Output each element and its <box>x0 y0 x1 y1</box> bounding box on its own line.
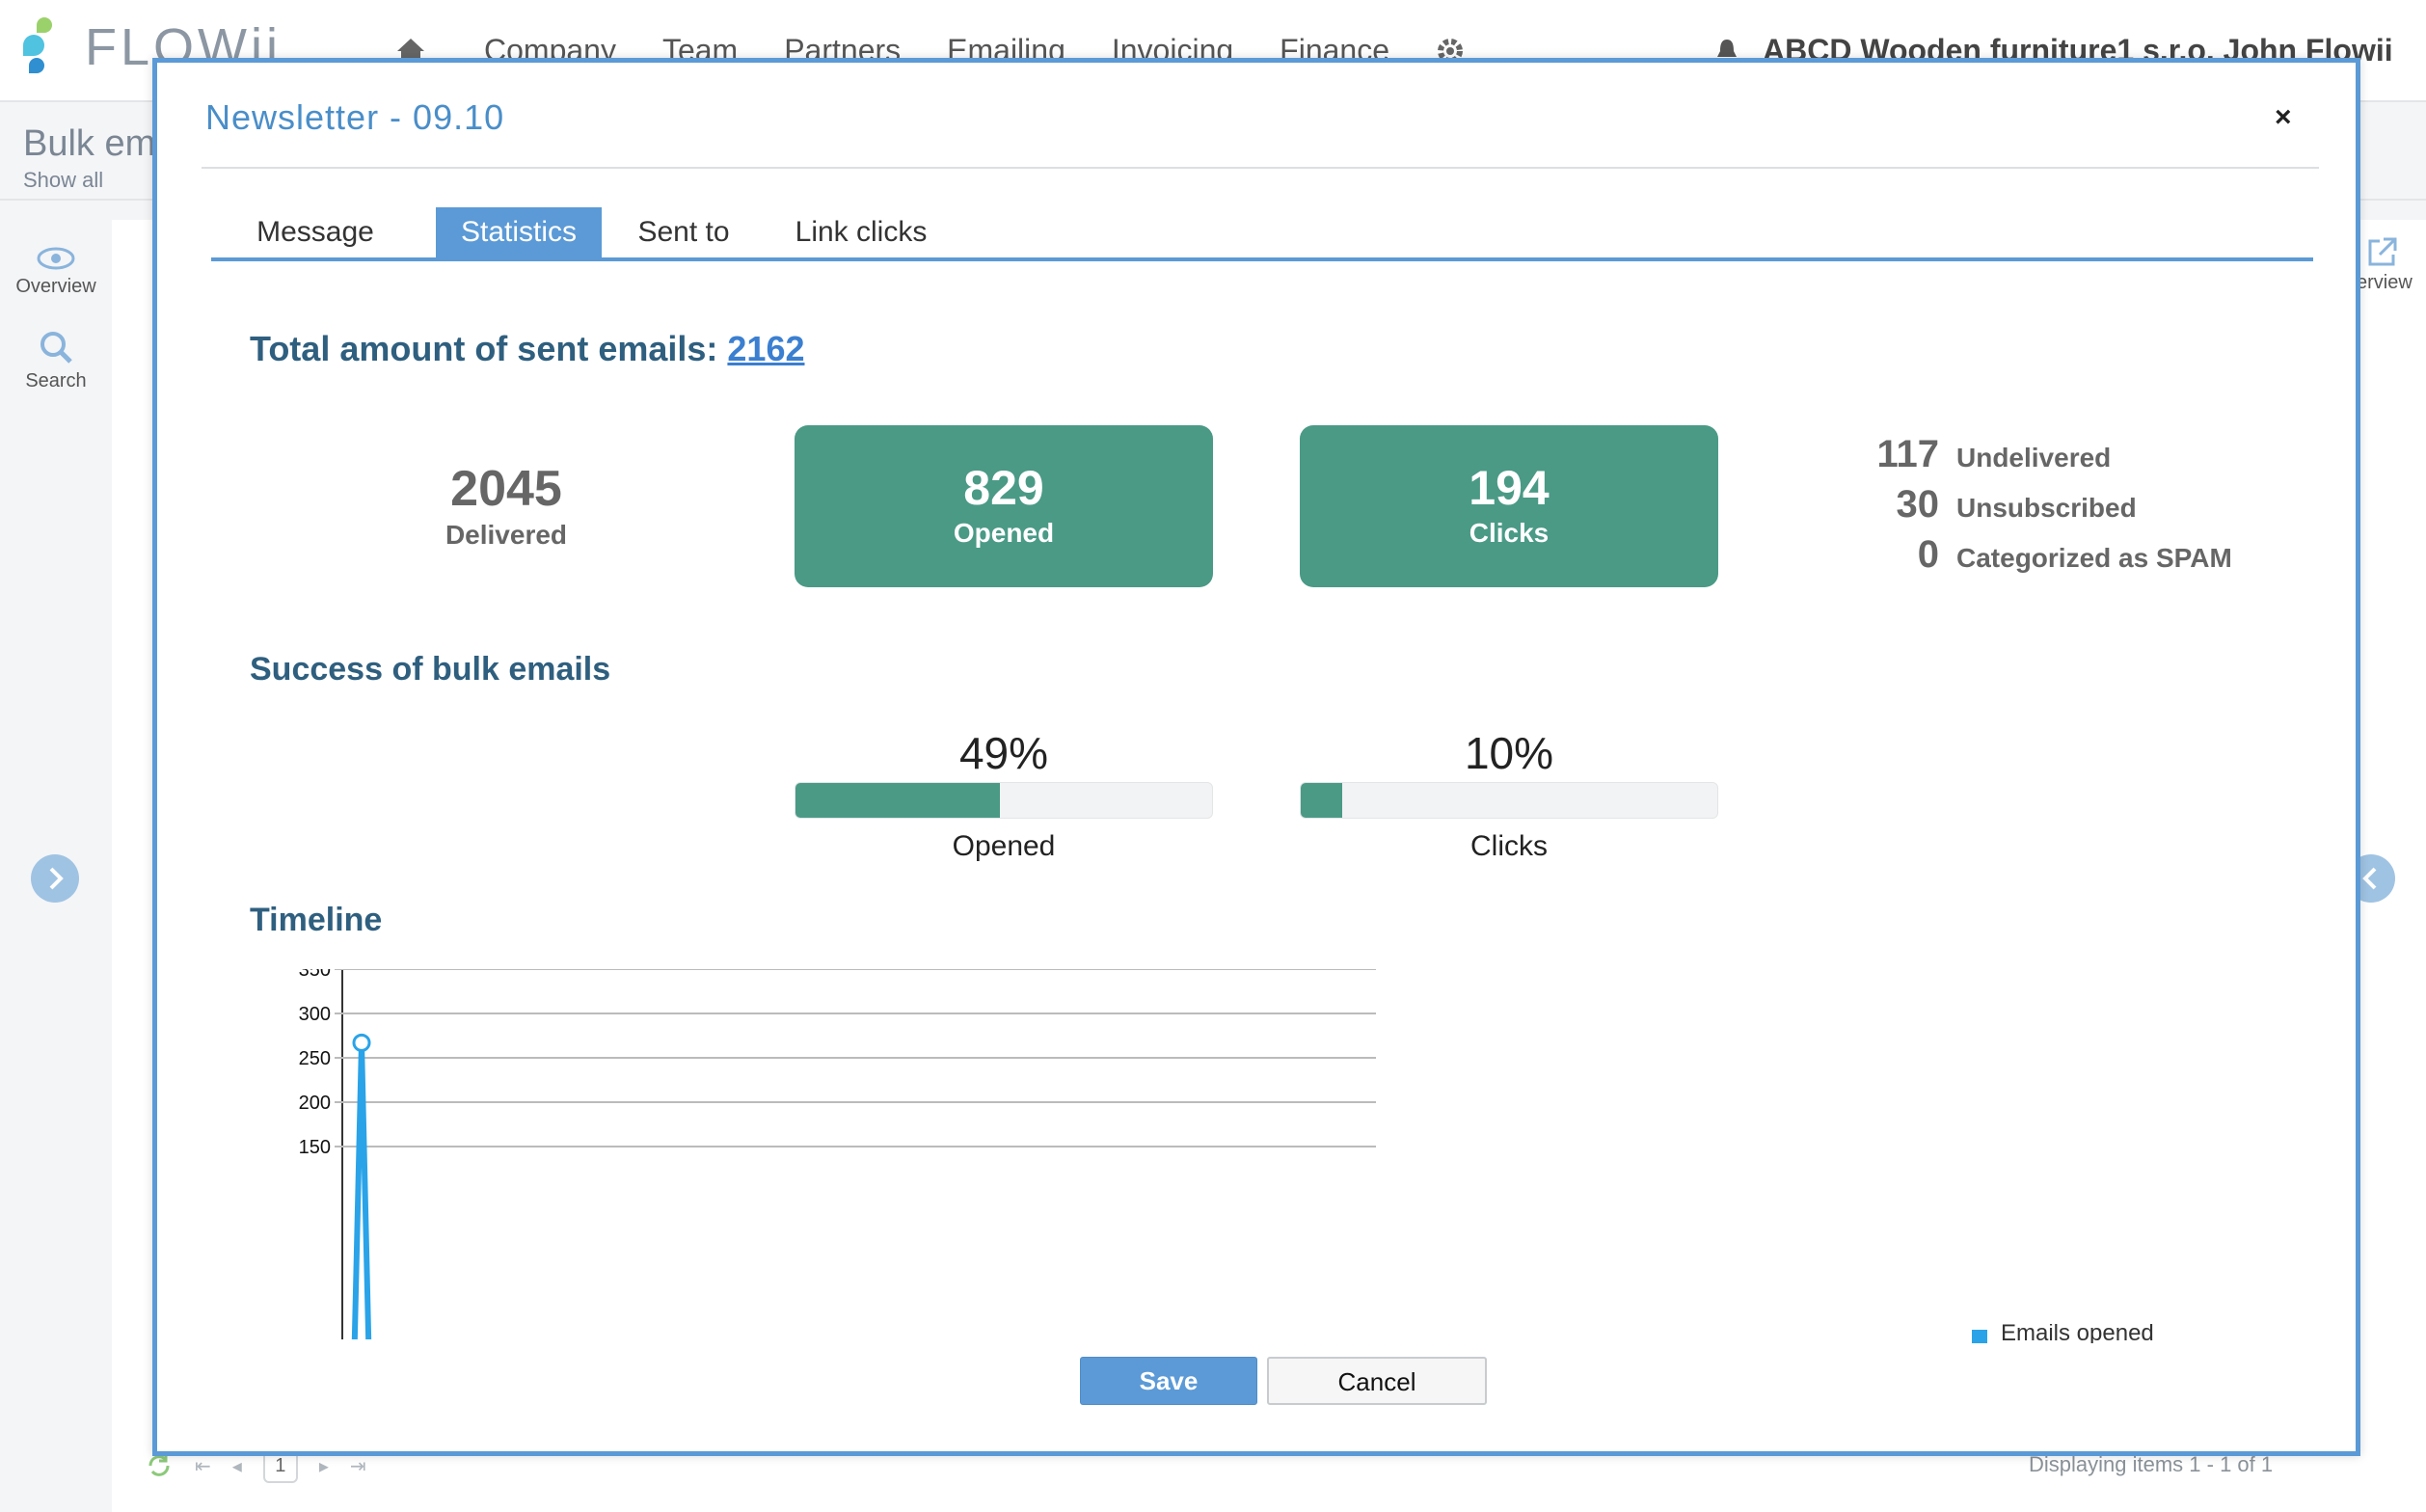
y-tick-label: 300 <box>299 1004 331 1025</box>
stat-opened-card[interactable]: 829 Opened <box>795 425 1213 587</box>
rail-search[interactable]: Search <box>0 330 112 392</box>
home-icon[interactable] <box>395 37 426 66</box>
progress-clicks: 10% Clicks <box>1300 724 1718 863</box>
page-title: Bulk em <box>23 123 156 164</box>
rail-overview[interactable]: Overview <box>0 247 112 298</box>
progress-opened-label: Opened <box>952 830 1056 862</box>
legend-swatch <box>1972 1330 1987 1343</box>
stat-clicks-card[interactable]: 194 Clicks <box>1300 425 1718 587</box>
total-sent-link[interactable]: 2162 <box>727 329 805 368</box>
side-stat-value: 0 <box>1917 533 1939 576</box>
side-stat-unsubscribed: 30 Unsubscribed <box>1835 483 2232 533</box>
data-point <box>352 1033 371 1052</box>
modal-title: Newsletter - 09.10 <box>205 97 505 137</box>
legend-label: Emails opened <box>2001 1324 2154 1343</box>
expand-left-button[interactable] <box>31 854 79 903</box>
y-tick-label: 250 <box>299 1048 331 1069</box>
stat-opened-label: Opened <box>953 518 1055 548</box>
progress-opened-fill <box>795 783 1000 818</box>
progress-opened: 49% Opened <box>795 724 1213 863</box>
modal-tabs: Message Statistics Sent to Link clicks <box>211 207 2313 261</box>
total-sent-label: Total amount of sent emails: <box>250 329 718 368</box>
pager: ⇤ ◂ 1 ▸ ⇥ <box>145 1448 366 1483</box>
progress-clicks-pct: 10% <box>1464 728 1554 778</box>
refresh-icon[interactable] <box>145 1451 174 1480</box>
external-link-icon <box>2368 237 2397 266</box>
total-sent: Total amount of sent emails: 2162 <box>250 329 805 369</box>
stat-delivered-value: 2045 <box>450 461 562 517</box>
modal-buttons: Save Cancel <box>157 1357 2356 1409</box>
y-tick-label: 350 <box>299 969 331 981</box>
rail-search-label: Search <box>25 370 87 392</box>
y-tick-label: 200 <box>299 1093 331 1114</box>
success-title: Success of bulk emails <box>250 651 611 688</box>
tab-message[interactable]: Message <box>256 216 374 248</box>
first-page-icon[interactable]: ⇤ <box>195 1455 211 1477</box>
side-stat-label: Categorized as SPAM <box>1956 543 2232 573</box>
left-rail: Overview Search <box>0 202 112 1512</box>
rail-overview-label: Overview <box>15 276 96 297</box>
side-stat-spam: 0 Categorized as SPAM <box>1835 533 2232 583</box>
bell-icon[interactable] <box>1716 38 1738 65</box>
displaying-items: Displaying items 1 - 1 of 1 <box>2029 1452 2274 1476</box>
chevron-right-icon <box>49 867 64 890</box>
tab-statistics[interactable]: Statistics <box>436 207 602 257</box>
y-tick-label: 150 <box>299 1137 331 1158</box>
show-all-link[interactable]: Show all <box>23 168 104 192</box>
tab-link-clicks[interactable]: Link clicks <box>795 216 928 248</box>
chart-legend[interactable]: Emails opened <box>1972 1324 2154 1343</box>
right-overview-label: erview <box>2357 272 2413 293</box>
progress-clicks-track <box>1300 782 1718 819</box>
stat-delivered: 2045 Delivered <box>297 458 715 551</box>
prev-page-icon[interactable]: ◂ <box>231 1455 242 1477</box>
progress-clicks-label: Clicks <box>1470 830 1548 862</box>
last-page-icon[interactable]: ⇥ <box>349 1455 366 1477</box>
side-stats: 117 Undelivered 30 Unsubscribed 0 Catego… <box>1835 433 2232 583</box>
side-stat-value: 30 <box>1896 483 1940 526</box>
stat-delivered-label: Delivered <box>445 520 568 550</box>
logo-mark-icon <box>23 17 67 77</box>
chevron-left-icon <box>2362 867 2377 890</box>
save-button[interactable]: Save <box>1080 1357 1257 1405</box>
side-stat-undelivered: 117 Undelivered <box>1835 433 2232 483</box>
next-page-icon[interactable]: ▸ <box>318 1455 329 1477</box>
side-stat-label: Undelivered <box>1956 443 2112 472</box>
timeline-chart: 150 200 250 300 350 <box>299 969 1376 1339</box>
search-icon <box>40 332 72 364</box>
side-stat-value: 117 <box>1876 433 1939 475</box>
stat-clicks-label: Clicks <box>1469 518 1550 548</box>
right-overview-link[interactable]: erview <box>2357 235 2413 294</box>
eye-icon <box>37 247 75 270</box>
cancel-button[interactable]: Cancel <box>1267 1357 1487 1405</box>
close-icon[interactable]: × <box>2275 101 2292 133</box>
tab-sent-to[interactable]: Sent to <box>637 216 730 248</box>
stat-opened-value: 829 <box>963 461 1044 515</box>
timeline-title: Timeline <box>250 902 383 938</box>
side-stat-label: Unsubscribed <box>1956 493 2137 523</box>
gear-icon[interactable] <box>1436 37 1465 66</box>
newsletter-modal: Newsletter - 09.10 × Message Statistics … <box>152 58 2360 1456</box>
series-line-emails-opened <box>351 1042 372 1339</box>
modal-divider <box>202 167 2319 169</box>
stat-clicks-value: 194 <box>1469 461 1550 515</box>
progress-opened-pct: 49% <box>958 728 1049 778</box>
progress-opened-track <box>795 782 1213 819</box>
progress-clicks-fill <box>1301 783 1343 818</box>
